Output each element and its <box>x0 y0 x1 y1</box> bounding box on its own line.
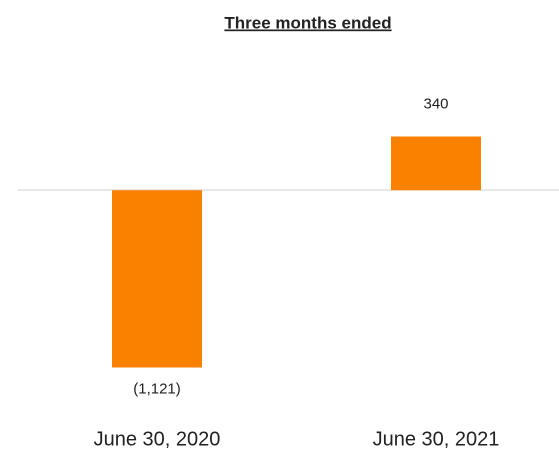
x-tick-label: June 30, 2020 <box>94 428 221 450</box>
data-label: 340 <box>423 95 448 112</box>
bar <box>391 136 481 191</box>
bar <box>112 190 202 368</box>
data-label: (1,121) <box>133 380 181 397</box>
chart-title: Three months ended <box>224 13 391 32</box>
x-tick-label: June 30, 2021 <box>373 428 500 450</box>
